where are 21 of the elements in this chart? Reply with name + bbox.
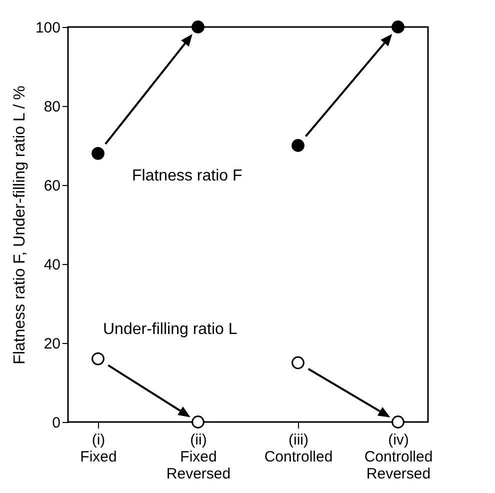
point	[92, 146, 104, 160]
point	[392, 416, 404, 428]
y-tick-label: 60	[44, 178, 60, 194]
point	[192, 416, 204, 428]
y-tick-label: 0	[52, 414, 60, 432]
y-tick-label: 40	[44, 256, 60, 274]
x-tick-label: (iii) Controlled	[264, 432, 333, 466]
point	[292, 139, 304, 152]
y-tick-label: 20	[44, 336, 60, 352]
y-axis-title: Flatness ratio F, Under-filling ratio L / %	[11, 86, 28, 364]
point	[92, 352, 104, 366]
x-tick-label: (i) Fixed	[80, 432, 117, 466]
point	[192, 20, 204, 34]
x-tick-label: (iv) Controlled Reversed	[364, 432, 433, 482]
y-tick-label: 100	[35, 20, 60, 36]
point	[392, 20, 404, 34]
x-tick-label: (ii) Fixed Reversed	[166, 432, 231, 482]
point	[292, 356, 304, 370]
y-tick-label: 80	[44, 98, 60, 116]
series-label: Under-filling ratio L	[103, 320, 238, 338]
series-label: Flatness ratio F	[132, 167, 242, 184]
